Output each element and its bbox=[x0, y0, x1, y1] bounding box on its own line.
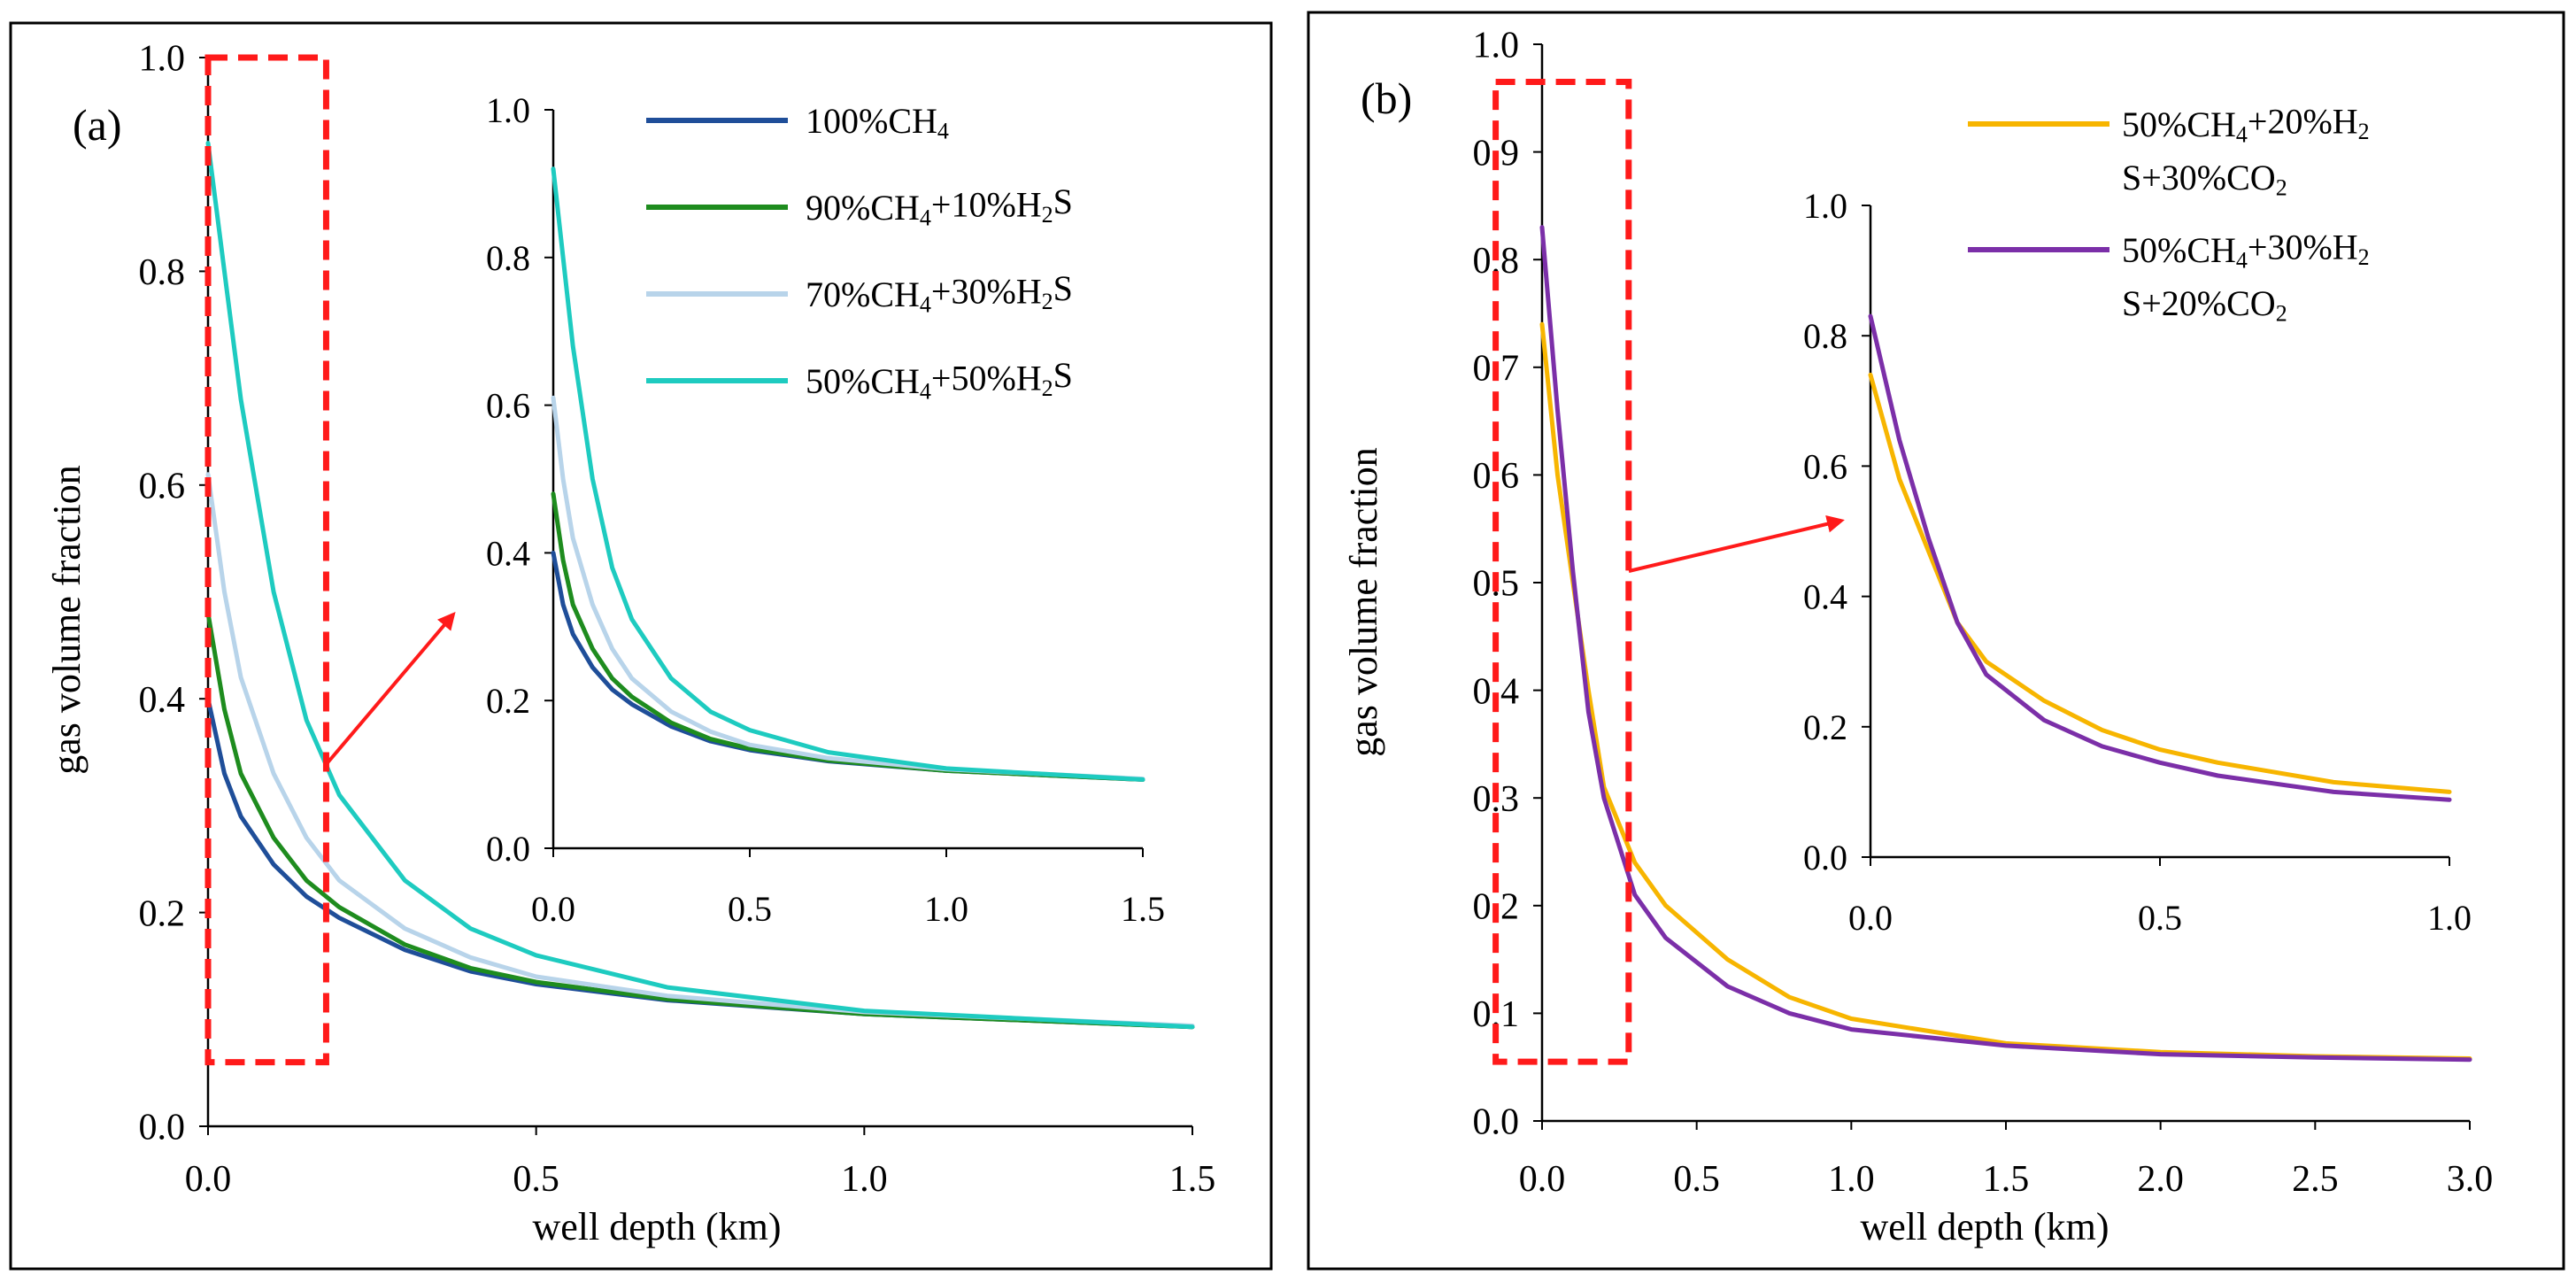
panel-a-y-tick-label: 0.8 bbox=[139, 252, 186, 293]
panel-b-y-tick-label: 1.0 bbox=[1473, 26, 1520, 66]
panel-a-series-2-line bbox=[205, 611, 1195, 1030]
panel-b-inset-y-tick-label: 0.0 bbox=[1803, 838, 1847, 877]
panel-b-x-tick-label: 2.0 bbox=[2137, 1159, 2184, 1200]
overlays-layer: 100%CH4​ 90%CH4​+10%H2​S 70%CH4​+30%H2​S 50… bbox=[204, 54, 2370, 1066]
panel-b-legend-label-1-line-2: S+30%CO2​ bbox=[2122, 158, 2287, 201]
panel-b-inset-x-tick-label: 0.5 bbox=[2138, 898, 2182, 938]
panel-a-frame bbox=[9, 21, 1273, 1271]
panel-b-x-tick-label: 1.5 bbox=[1983, 1159, 2030, 1200]
panel-a-x-tick-label: 0.0 bbox=[185, 1159, 232, 1200]
panel-b-zoom-arrow bbox=[1628, 514, 1845, 573]
panel-a-y-tick-label: 0.6 bbox=[139, 467, 186, 507]
panel-b-inset-y-tick-label: 0.6 bbox=[1803, 446, 1847, 486]
panel-a-ylabel: gas volume fraction bbox=[45, 465, 89, 774]
panel-b-inset-series-1-line bbox=[1868, 372, 2452, 794]
panel-a-zoom-arrow bbox=[323, 611, 456, 768]
panel-a-inset-y-tick-label: 0.8 bbox=[486, 238, 530, 278]
panel-b-x-tick-label: 3.0 bbox=[2447, 1159, 2494, 1200]
panel-a-inset-series-1-line bbox=[551, 550, 1145, 782]
panel-b-highlight-box bbox=[1492, 79, 1632, 1065]
panel-a-inset-x-tick-label: 0.5 bbox=[728, 889, 772, 929]
panel-b-y-tick-label: 0.0 bbox=[1473, 1102, 1520, 1143]
panel-b-inset-x-tick-label: 0.0 bbox=[1848, 898, 1893, 938]
panel-a-x-tick-label: 1.0 bbox=[841, 1159, 888, 1200]
panel-b-legend-label-2-line-1: 50%CH4​+30%H2​ bbox=[2122, 228, 2370, 274]
panel-b-inset-y-tick-label: 0.2 bbox=[1803, 707, 1847, 747]
plots-layer: 0.0 0.2 0.4 0.6 0.8 1.0 0.0 0.5 1.0 1.5 0.0 0.2 0.4 0… bbox=[139, 26, 2494, 1200]
panel-b-series-2-line bbox=[1539, 225, 2472, 1063]
panel-a-inset-y-tick-label: 0.2 bbox=[486, 681, 530, 721]
panel-b-frame bbox=[1307, 11, 2565, 1271]
panel-a-legend-label-3: 70%CH4​+30%H2​S bbox=[806, 268, 1073, 318]
panel-b-inset-y-tick-label: 0.4 bbox=[1803, 577, 1847, 617]
panel-a-series-4-line bbox=[205, 141, 1195, 1030]
panel-a-inset-y-tick-label: 1.0 bbox=[486, 90, 530, 130]
panel-a-legend-label-4: 50%CH4​+50%H2​S bbox=[806, 355, 1073, 405]
panel-a-inset-y-tick-label: 0.6 bbox=[486, 386, 530, 426]
panel-a-inset-y-tick-label: 0.4 bbox=[486, 533, 530, 573]
panel-a-xlabel: well depth (km) bbox=[532, 1205, 781, 1248]
panel-b-legend-label-2-line-2: S+20%CO2​ bbox=[2122, 283, 2287, 327]
panel-b-x-tick-label: 1.0 bbox=[1828, 1159, 1875, 1200]
panel-a-inset-series-3-line bbox=[551, 395, 1145, 782]
panel-b-x-tick-label: 0.0 bbox=[1519, 1159, 1566, 1200]
panel-a-y-tick-label: 0.0 bbox=[139, 1108, 186, 1148]
panel-b-legend-label-1-line-1: 50%CH4​+20%H2​ bbox=[2122, 102, 2370, 148]
panel-b-xlabel: well depth (km) bbox=[1860, 1205, 2109, 1248]
panel-a-inset-x-tick-label: 1.0 bbox=[924, 889, 968, 929]
panel-a-series-1-line bbox=[205, 696, 1195, 1030]
panel-b-ylabel: gas volume fraction bbox=[1342, 447, 1385, 756]
panel-a-inset-x-tick-label: 1.5 bbox=[1121, 889, 1165, 929]
panel-a-legend-label-2: 90%CH4​+10%H2​S bbox=[806, 182, 1073, 231]
panel-b-x-tick-label: 2.5 bbox=[2292, 1159, 2339, 1200]
panel-a-y-tick-label: 0.2 bbox=[139, 893, 186, 934]
panel-b-inset-series-2-line bbox=[1868, 313, 2452, 802]
panel-a-legend-label-1: 100%CH4​ bbox=[806, 101, 949, 144]
panel-b-tag: (b) bbox=[1361, 73, 1412, 123]
panel-a-x-tick-label: 0.5 bbox=[513, 1159, 559, 1200]
panel-a-y-tick-label: 1.0 bbox=[139, 39, 186, 80]
panel-b-inset-y-tick-label: 1.0 bbox=[1803, 186, 1847, 226]
panel-a-tag: (a) bbox=[73, 100, 122, 150]
panel-b-x-tick-label: 0.5 bbox=[1673, 1159, 1720, 1200]
panel-a-series-3-line bbox=[205, 472, 1195, 1028]
panel-a-y-tick-label: 0.4 bbox=[139, 680, 186, 721]
panel-b-inset-y-tick-label: 0.8 bbox=[1803, 316, 1847, 356]
panel-b-inset-x-tick-label: 1.0 bbox=[2427, 898, 2472, 938]
panel-a-x-tick-label: 1.5 bbox=[1169, 1159, 1216, 1200]
panel-a-inset-series-4-line bbox=[551, 166, 1145, 782]
panel-a-inset-y-tick-label: 0.0 bbox=[486, 829, 530, 869]
panel-a-highlight-box bbox=[204, 54, 329, 1066]
panel-a-inset-x-tick-label: 0.0 bbox=[531, 889, 575, 929]
